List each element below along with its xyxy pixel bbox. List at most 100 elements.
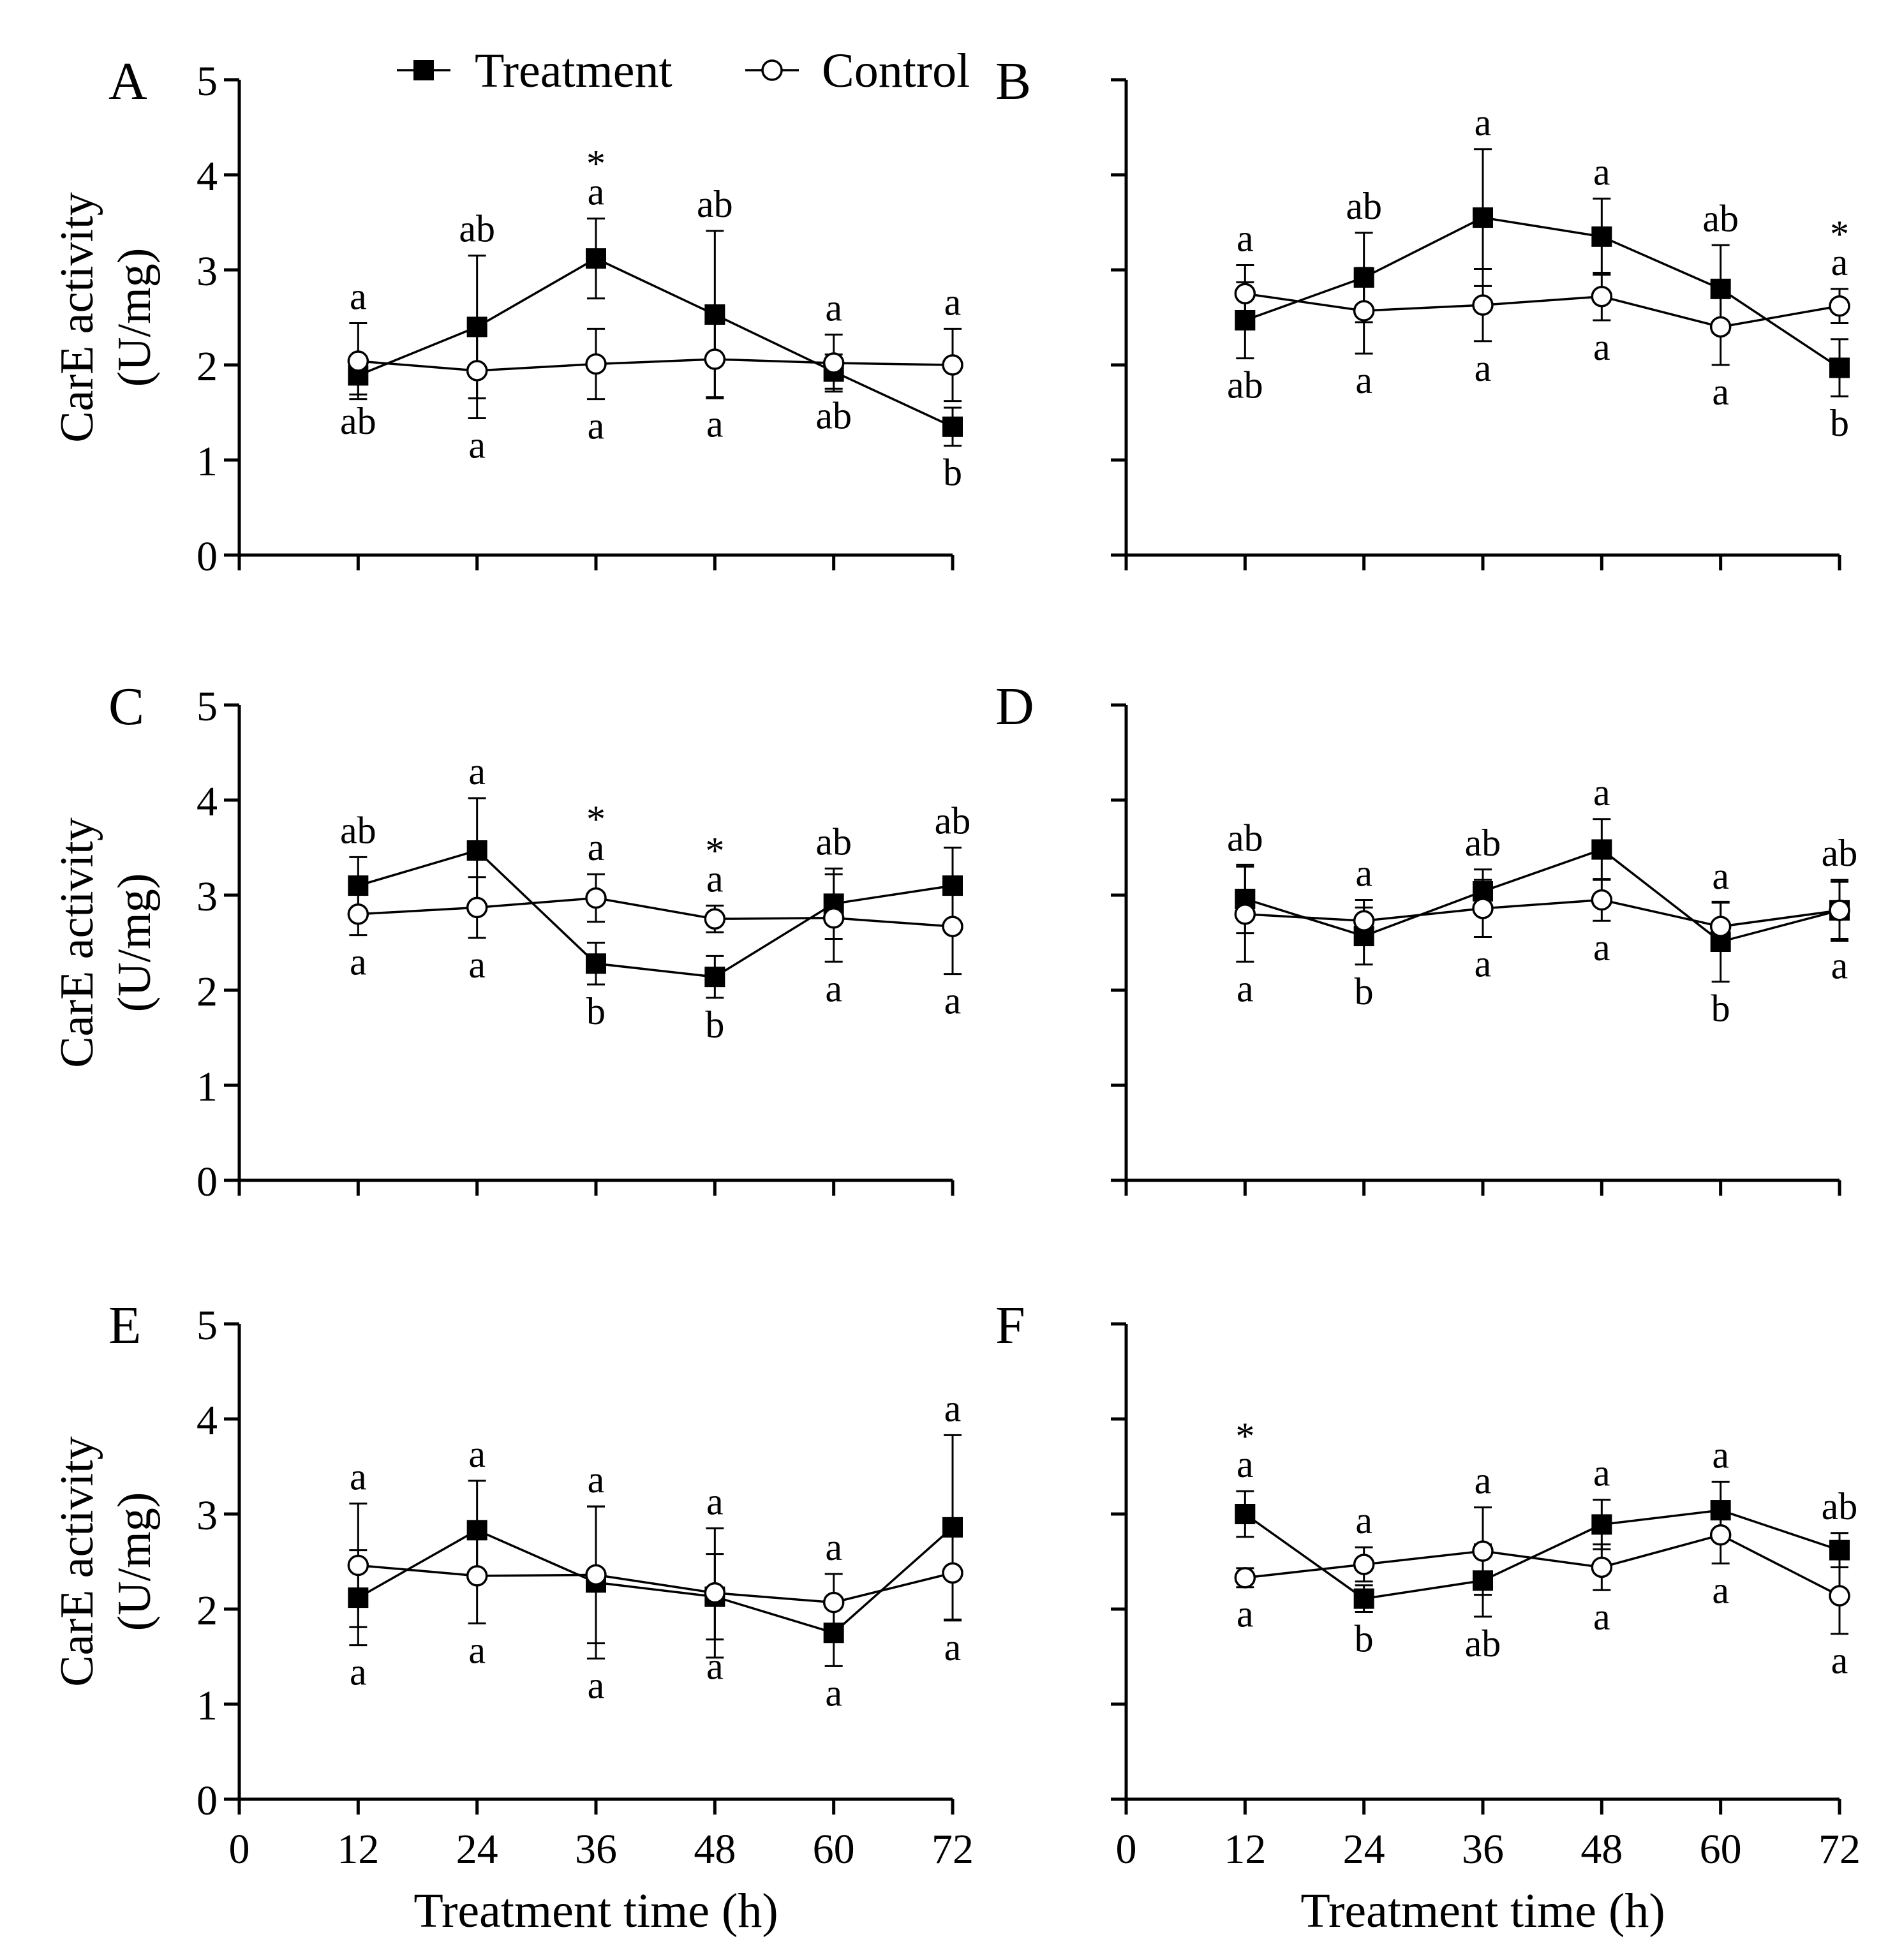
point-c-control-48	[704, 908, 726, 930]
sig-letter-f-treatment-36: ab	[1465, 1622, 1501, 1665]
y-tick-label-c-0: 0	[197, 1159, 218, 1205]
point-c-control-12	[347, 903, 369, 925]
panel-label-d: D	[995, 677, 1034, 736]
sig-letter-c-control-72: a	[944, 980, 962, 1022]
sig-letter-c-control-24: a	[468, 944, 486, 986]
sig-letter-a-treatment-12: ab	[340, 400, 376, 442]
sig-letter-c-control-48: a	[706, 858, 724, 900]
sig-letter-f-treatment-48: a	[1593, 1452, 1610, 1494]
point-e-treatment-72	[942, 1517, 963, 1538]
y-tick-label-c-3: 3	[197, 873, 218, 920]
x-tick-label-e-12: 12	[337, 1826, 379, 1873]
series-line-e-control	[358, 1564, 953, 1604]
sig-letter-b-control-24: a	[1355, 359, 1372, 401]
y-tick-label-e-5: 5	[197, 1302, 218, 1349]
sig-letter-c-control-12: a	[350, 941, 367, 983]
point-f-control-36	[1472, 1540, 1494, 1562]
point-c-control-60	[822, 907, 845, 929]
sig-letter-f-treatment-60: a	[1712, 1434, 1729, 1476]
sig-letter-a-treatment-48: ab	[697, 183, 733, 225]
sig-letter-c-treatment-72: ab	[935, 800, 971, 842]
x-tick-label-f-72: 72	[1818, 1826, 1861, 1873]
panel-label-f: F	[995, 1296, 1025, 1355]
y-axis-title-line2-a: (U/mg)	[108, 248, 161, 387]
y-axis-title-line1-c: CarE activity	[51, 817, 103, 1067]
y-tick-label-c-1: 1	[197, 1064, 218, 1110]
sig-letter-e-control-48: a	[706, 1480, 724, 1522]
point-a-treatment-36	[586, 248, 606, 269]
sig-letter-a-control-36: a	[588, 405, 605, 447]
sig-letter-d-control-12: a	[1237, 967, 1254, 1009]
y-tick-label-c-2: 2	[197, 969, 218, 1015]
series-line-c-control	[358, 896, 953, 928]
series-line-b-treatment	[1244, 216, 1840, 369]
point-e-treatment-60	[823, 1622, 844, 1644]
sig-letter-a-control-12: a	[350, 275, 367, 317]
x-tick-label-f-0: 0	[1116, 1826, 1137, 1873]
sig-letter-e-treatment-72: a	[944, 1387, 962, 1429]
point-c-treatment-72	[942, 875, 963, 896]
series-line-d-treatment	[1244, 848, 1840, 943]
point-e-control-36	[585, 1564, 607, 1586]
sig-letter-d-treatment-36: ab	[1465, 822, 1501, 864]
point-d-control-48	[1591, 889, 1613, 911]
legend-control-marker	[761, 59, 783, 81]
sig-letter-d-treatment-60: b	[1711, 988, 1730, 1030]
sig-letter-f-treatment-72: ab	[1822, 1485, 1858, 1527]
point-e-control-48	[704, 1582, 726, 1604]
sig-letter-e-treatment-60: a	[825, 1672, 842, 1714]
point-a-control-24	[466, 360, 488, 382]
sig-letter-a-control-60: a	[825, 286, 842, 329]
point-f-treatment-36	[1473, 1570, 1493, 1591]
sig-asterisk-a-36: *	[586, 143, 606, 185]
sig-letter-b-treatment-12: ab	[1227, 364, 1263, 406]
series-line-e-treatment	[357, 1526, 954, 1635]
x-tick-label-f-60: 60	[1700, 1826, 1742, 1873]
panel-label-a: A	[108, 52, 147, 111]
y-tick-label-a-4: 4	[197, 153, 218, 200]
y-tick-label-e-1: 1	[197, 1682, 218, 1729]
point-d-control-24	[1353, 910, 1375, 932]
x-tick-label-e-24: 24	[456, 1826, 498, 1873]
sig-letter-b-treatment-48: a	[1593, 151, 1610, 193]
point-c-control-72	[942, 916, 963, 937]
x-tick-label-e-60: 60	[813, 1826, 855, 1873]
sig-letter-e-control-12: a	[350, 1456, 367, 1498]
y-axis-title-line1-e: CarE activity	[51, 1436, 103, 1686]
sig-letter-f-treatment-24: b	[1355, 1617, 1374, 1659]
point-f-control-72	[1829, 1585, 1850, 1607]
point-a-control-60	[822, 352, 845, 374]
point-e-treatment-24	[466, 1520, 487, 1541]
sig-letter-f-control-24: a	[1355, 1499, 1372, 1541]
sig-letter-b-treatment-36: a	[1475, 101, 1492, 144]
y-tick-label-a-1: 1	[197, 438, 218, 485]
legend-treatment-marker	[413, 60, 434, 80]
sig-asterisk-c-36: *	[586, 798, 606, 840]
sig-letter-b-control-60: a	[1712, 371, 1729, 413]
point-b-treatment-12	[1235, 309, 1256, 330]
x-tick-label-f-12: 12	[1224, 1826, 1266, 1873]
sig-letter-d-treatment-48: a	[1593, 771, 1610, 813]
sig-letter-e-treatment-36: a	[588, 1664, 605, 1706]
sig-letter-c-treatment-60: ab	[815, 820, 852, 863]
point-e-control-72	[942, 1562, 963, 1584]
sig-letter-b-treatment-72: b	[1830, 402, 1849, 444]
x-axis-title-f: Treatment time (h)	[1300, 1884, 1665, 1938]
sig-letter-d-control-72: a	[1831, 945, 1848, 987]
sig-letter-e-control-60: a	[825, 1526, 842, 1568]
y-tick-label-a-0: 0	[197, 533, 218, 580]
point-a-treatment-48	[704, 304, 725, 325]
point-e-control-60	[822, 1591, 845, 1614]
point-c-control-36	[585, 887, 607, 909]
point-c-control-24	[466, 896, 488, 919]
y-tick-label-a-5: 5	[197, 58, 218, 105]
sig-letter-f-treatment-12: a	[1237, 1443, 1254, 1485]
sig-letter-c-treatment-48: b	[705, 1004, 724, 1046]
sig-letter-a-treatment-60: ab	[815, 394, 852, 436]
sig-letter-a-treatment-24: ab	[459, 208, 495, 250]
point-b-control-72	[1829, 295, 1850, 317]
point-f-control-24	[1353, 1554, 1375, 1575]
sig-letter-f-control-36: a	[1475, 1460, 1492, 1502]
sig-letter-e-treatment-12: a	[350, 1651, 367, 1693]
sig-letter-f-control-48: a	[1593, 1596, 1610, 1638]
